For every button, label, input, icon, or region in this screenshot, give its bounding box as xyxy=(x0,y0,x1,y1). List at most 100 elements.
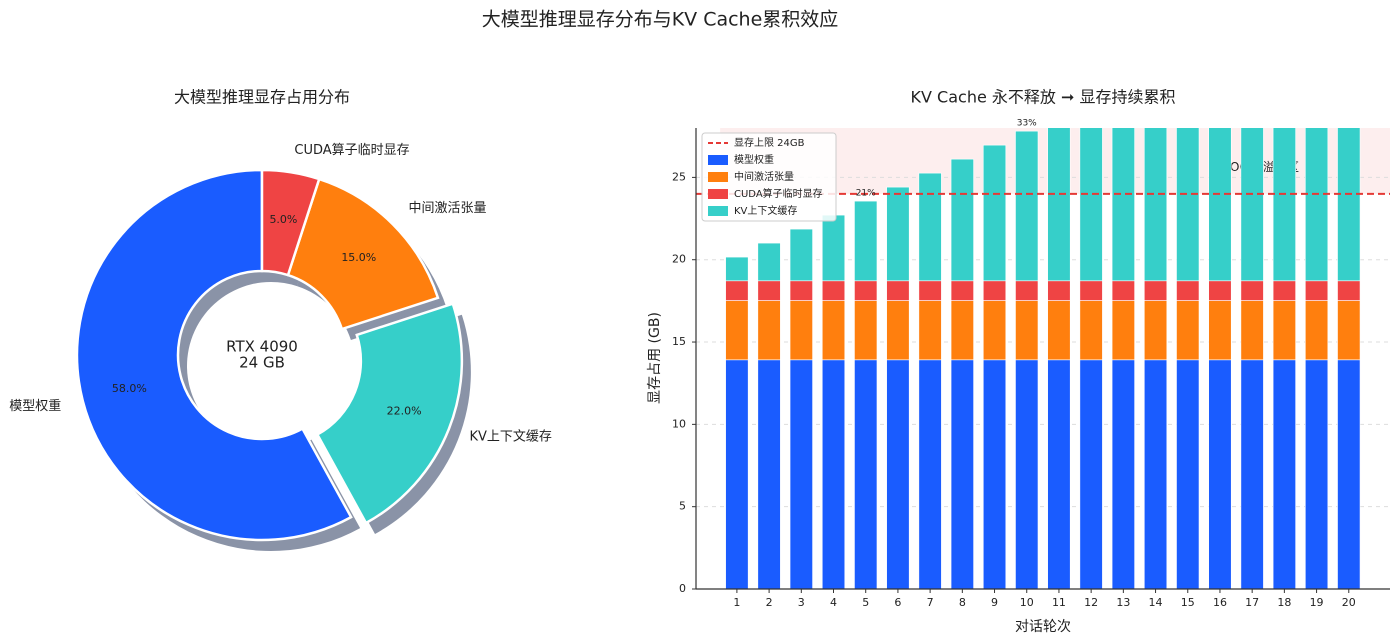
bar-segment xyxy=(821,214,846,282)
bar-segment xyxy=(1176,300,1200,361)
bar-segment xyxy=(1240,359,1264,589)
x-tick-label: 15 xyxy=(1181,596,1195,609)
x-tick-label: 2 xyxy=(766,596,773,609)
x-tick-label: 18 xyxy=(1277,596,1291,609)
bar-segment xyxy=(789,359,813,589)
y-tick-label: 25 xyxy=(672,170,686,183)
bar-segment xyxy=(1015,300,1039,361)
y-tick-label: 10 xyxy=(672,417,686,430)
x-tick-label: 10 xyxy=(1020,596,1034,609)
legend-swatch xyxy=(708,155,728,165)
bar-segment xyxy=(1015,359,1039,589)
pie-category-label: 中间激活张量 xyxy=(409,201,487,216)
x-tick-label: 11 xyxy=(1052,596,1066,609)
pie-category-label: CUDA算子临时显存 xyxy=(294,143,409,158)
x-tick-label: 6 xyxy=(894,596,901,609)
bar-segment xyxy=(854,280,878,301)
bar-segment xyxy=(789,280,813,301)
legend-swatch xyxy=(708,206,728,216)
bar-segment xyxy=(1079,128,1103,282)
pie-value-label: 15.0% xyxy=(341,251,376,264)
legend-swatch xyxy=(708,189,728,199)
bar-segment xyxy=(1176,128,1200,282)
bar-segment xyxy=(1208,280,1232,301)
bar-segment xyxy=(854,200,878,282)
bar-segment xyxy=(1240,300,1264,361)
bar-segment xyxy=(1015,280,1039,301)
pie-category-label: 模型权重 xyxy=(9,398,61,414)
bar-segment xyxy=(1240,280,1264,301)
bar-segment xyxy=(918,300,942,361)
bar-segment xyxy=(1272,280,1296,301)
percent-annotation: 21% xyxy=(856,189,876,199)
pie-wedge xyxy=(286,177,440,331)
legend-label: 模型权重 xyxy=(734,153,774,166)
bar-segment xyxy=(821,300,846,361)
y-tick-label: 15 xyxy=(672,335,686,348)
pie-category-label: KV上下文缓存 xyxy=(470,430,552,445)
legend-swatch xyxy=(708,172,728,182)
bar-segment xyxy=(1143,128,1168,282)
center-label: RTX 4090 xyxy=(226,338,298,356)
bar-segment xyxy=(725,359,749,589)
pie-title: 大模型推理显存占用分布 xyxy=(174,88,350,107)
bar-segment xyxy=(725,280,749,301)
bar-segment xyxy=(854,300,878,361)
bar-segment xyxy=(1208,300,1232,361)
bar-segment xyxy=(950,300,974,361)
x-tick-label: 5 xyxy=(862,596,869,609)
x-tick-label: 9 xyxy=(991,596,998,609)
bar-segment xyxy=(1337,128,1361,282)
legend-label: CUDA算子临时显存 xyxy=(734,187,823,200)
pie-wedge xyxy=(75,168,353,542)
bar-segment xyxy=(950,280,974,301)
bar-segment xyxy=(1305,359,1329,589)
bar-segment xyxy=(918,172,942,282)
x-tick-label: 14 xyxy=(1149,596,1163,609)
bar-segment xyxy=(1111,280,1135,301)
bar-segment xyxy=(886,300,910,361)
bar-segment xyxy=(757,280,781,301)
y-tick-label: 20 xyxy=(672,253,686,266)
bar-segment xyxy=(757,242,781,282)
pie-value-label: 22.0% xyxy=(387,404,422,417)
pie-wedge xyxy=(315,302,464,525)
x-tick-label: 8 xyxy=(959,596,966,609)
bar-segment xyxy=(1240,128,1264,282)
bar-segment xyxy=(1337,300,1361,361)
bar-segment xyxy=(1305,280,1329,301)
bar-segment xyxy=(1079,359,1103,589)
bar-segment xyxy=(950,359,974,589)
bar-segment xyxy=(725,256,749,282)
bar-segment xyxy=(1111,300,1135,361)
bar-segment xyxy=(1208,359,1232,589)
pie-wedge xyxy=(260,168,321,277)
bar-segment xyxy=(1047,359,1071,589)
bar-segment xyxy=(1047,300,1071,361)
bar-segment xyxy=(982,280,1007,301)
percent-annotation: 33% xyxy=(1017,119,1037,129)
center-label: 24 GB xyxy=(239,354,285,372)
y-tick-label: 0 xyxy=(679,582,686,595)
x-tick-label: 12 xyxy=(1084,596,1098,609)
bar-segment xyxy=(982,300,1007,361)
bar-segment xyxy=(1047,280,1071,301)
x-tick-label: 19 xyxy=(1310,596,1324,609)
bar-segment xyxy=(757,359,781,589)
bar-segment xyxy=(1015,130,1039,282)
y-axis-label: 显存占用 (GB) xyxy=(647,312,663,404)
x-tick-label: 17 xyxy=(1245,596,1259,609)
bar-segment xyxy=(854,359,878,589)
legend-box xyxy=(701,132,837,222)
bar-segment xyxy=(1272,359,1296,589)
y-tick-label: 5 xyxy=(679,500,686,513)
x-tick-label: 20 xyxy=(1342,596,1356,609)
x-tick-label: 1 xyxy=(733,596,740,609)
legend-label: 显存上限 24GB xyxy=(734,136,805,149)
bar-segment xyxy=(1337,359,1361,589)
bar-segment xyxy=(757,300,781,361)
x-tick-label: 16 xyxy=(1213,596,1227,609)
bar-segment xyxy=(982,144,1007,282)
bar-segment xyxy=(1337,280,1361,301)
